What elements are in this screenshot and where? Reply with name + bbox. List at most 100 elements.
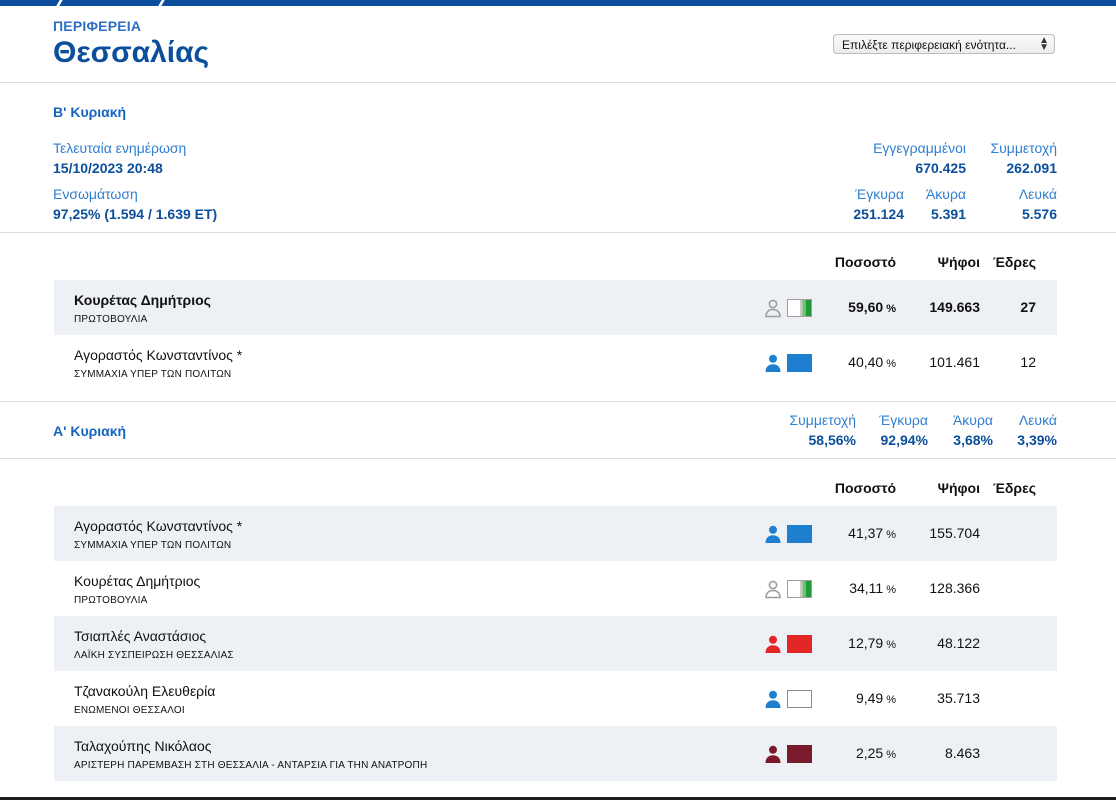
a-valid-label: Έγκυρα [879, 412, 928, 428]
region-label: ΠΕΡΙΦΕΡΕΙΑ [53, 18, 142, 34]
integration-label: Ενσωμάτωση [53, 186, 138, 202]
percent-value: 34,11 [849, 580, 884, 596]
candidate-seats: 27 [1020, 299, 1036, 315]
a-blank-value: 3,39% [1017, 432, 1057, 448]
col-votes-header: Ψήφοι [937, 254, 980, 270]
percent-unit: % [886, 303, 896, 315]
round-b-title: Β' Κυριακή [53, 104, 127, 120]
valid-value: 251.124 [853, 206, 904, 222]
candidate-row: Τζανακούλη Ελευθερία ΕΝΩΜΕΝΟΙ ΘΕΣΣΑΛΟΙ 9,4… [54, 671, 1057, 726]
person-icon [763, 689, 783, 709]
blank-value: 5.576 [1021, 206, 1057, 222]
candidate-row: Αγοραστός Κωνσταντίνος * ΣΥΜΜΑΧΙΑ ΥΠΕΡ ΤΩ… [54, 506, 1057, 561]
candidate-percent: 12,79% [814, 635, 896, 651]
party-name: ΣΥΜΜΑΧΙΑ ΥΠΕΡ ΤΩΝ ΠΟΛΙΤΩΝ [74, 369, 232, 380]
a-invalid-value: 3,68% [953, 432, 993, 448]
percent-unit: % [886, 694, 896, 706]
candidate-seats: 12 [1020, 354, 1036, 370]
percent-unit: % [886, 529, 896, 541]
last-update-label: Τελευταία ενημέρωση [53, 140, 187, 156]
col-percent-header: Ποσοστό [834, 254, 896, 270]
person-icon [763, 298, 783, 318]
candidate-votes: 155.704 [929, 525, 980, 541]
candidate-name: Τζανακούλη Ελευθερία [74, 683, 216, 699]
party-name: ΛΑΪΚΗ ΣΥΣΠΕΙΡΩΣΗ ΘΕΣΣΑΛΙΑΣ [74, 650, 234, 661]
a-invalid-label: Άκυρα [952, 412, 993, 428]
regional-unit-select[interactable]: Επιλέξτε περιφερειακή ενότητα... ▲ ▼ [833, 34, 1055, 54]
regional-unit-select-value: Επιλέξτε περιφερειακή ενότητα... [842, 38, 1016, 52]
candidate-votes: 48.122 [937, 635, 980, 651]
percent-value: 40,40 [848, 354, 884, 370]
party-name: ΠΡΩΤΟΒΟΥΛΙΑ [74, 314, 148, 325]
percent-unit: % [886, 639, 896, 651]
valid-label: Έγκυρα [855, 186, 904, 202]
candidate-votes: 35.713 [937, 690, 980, 706]
candidate-name: Κουρέτας Δημήτριος [74, 573, 201, 589]
candidate-percent: 41,37% [814, 525, 896, 541]
percent-unit: % [886, 358, 896, 370]
person-icon [763, 634, 783, 654]
party-name: ΑΡΙΣΤΕΡΗ ΠΑΡΕΜΒΑΣΗ ΣΤΗ ΘΕΣΣΑΛΙΑ - ΑΝΤΑΡΣ… [74, 760, 428, 771]
candidate-votes: 128.366 [929, 580, 980, 596]
percent-unit: % [886, 584, 896, 596]
party-color-swatch [787, 580, 812, 598]
candidate-votes: 101.461 [929, 354, 980, 370]
candidate-name: Κουρέτας Δημήτριος [74, 292, 211, 308]
percent-value: 41,37 [848, 525, 884, 541]
candidate-name: Αγοραστός Κωνσταντίνος * [74, 518, 243, 534]
person-icon [763, 579, 783, 599]
candidate-row: Ταλαχούπης Νικόλαος ΑΡΙΣΤΕΡΗ ΠΑΡΕΜΒΑΣΗ ΣΤ… [54, 726, 1057, 781]
divider [0, 82, 1116, 83]
candidate-row: Κουρέτας Δημήτριος ΠΡΩΤΟΒΟΥΛΙΑ 59,60% 149.6… [54, 280, 1057, 335]
party-color-swatch [787, 635, 812, 653]
a-valid-value: 92,94% [880, 432, 928, 448]
integration-value: 97,25% (1.594 / 1.639 ΕΤ) [53, 206, 218, 222]
top-bar-notch [158, 0, 165, 6]
candidate-name: Τσιαπλές Αναστάσιος [74, 628, 207, 644]
select-arrows-icon: ▲ ▼ [1039, 35, 1049, 53]
party-color-swatch [787, 745, 812, 763]
candidate-percent: 34,11% [814, 580, 896, 596]
candidate-votes: 149.663 [929, 299, 980, 315]
page-title: Θεσσαλίας [53, 36, 210, 69]
percent-value: 59,60 [848, 299, 884, 315]
candidate-percent: 59,60% [814, 299, 896, 315]
percent-value: 2,25 [855, 745, 884, 761]
candidate-percent: 9,49% [814, 690, 896, 706]
top-accent-bar [0, 0, 1116, 6]
a-blank-label: Λευκά [1018, 412, 1057, 428]
candidate-row: Τσιαπλές Αναστάσιος ΛΑΪΚΗ ΣΥΣΠΕΙΡΩΣΗ ΘΕΣΣ… [54, 616, 1057, 671]
percent-value: 12,79 [848, 635, 884, 651]
turnout-label: Συμμετοχή [990, 140, 1057, 156]
col-seats-header: Έδρες [992, 254, 1036, 270]
registered-label: Εγγεγραμμένοι [873, 140, 966, 156]
candidate-row: Αγοραστός Κωνσταντίνος * ΣΥΜΜΑΧΙΑ ΥΠΕΡ ΤΩ… [54, 335, 1057, 390]
a-turnout-value: 58,56% [808, 432, 856, 448]
col-percent-header: Ποσοστό [834, 480, 896, 496]
bottom-edge [0, 797, 1116, 800]
candidate-percent: 40,40% [814, 354, 896, 370]
party-name: ΕΝΩΜΕΝΟΙ ΘΕΣΣΑΛΟΙ [74, 705, 185, 716]
col-votes-header: Ψήφοι [937, 480, 980, 496]
divider [0, 401, 1116, 402]
candidate-row: Κουρέτας Δημήτριος ΠΡΩΤΟΒΟΥΛΙΑ 34,11% 128.3… [54, 561, 1057, 616]
candidate-name: Ταλαχούπης Νικόλαος [74, 738, 212, 754]
party-color-swatch [787, 525, 812, 543]
invalid-value: 5.391 [930, 206, 966, 222]
round-a-title: Α' Κυριακή [53, 423, 127, 439]
person-icon [763, 744, 783, 764]
divider [0, 232, 1116, 233]
turnout-value: 262.091 [1006, 160, 1057, 176]
candidate-name: Αγοραστός Κωνσταντίνος * [74, 347, 243, 363]
percent-unit: % [886, 749, 896, 761]
divider [0, 458, 1116, 459]
party-color-swatch [787, 299, 812, 317]
top-bar-notch [56, 0, 63, 6]
candidate-votes: 8.463 [944, 745, 980, 761]
party-color-swatch [787, 354, 812, 372]
person-icon [763, 353, 783, 373]
party-color-swatch [787, 690, 812, 708]
candidate-percent: 2,25% [814, 745, 896, 761]
registered-value: 670.425 [915, 160, 966, 176]
percent-value: 9,49 [855, 690, 884, 706]
